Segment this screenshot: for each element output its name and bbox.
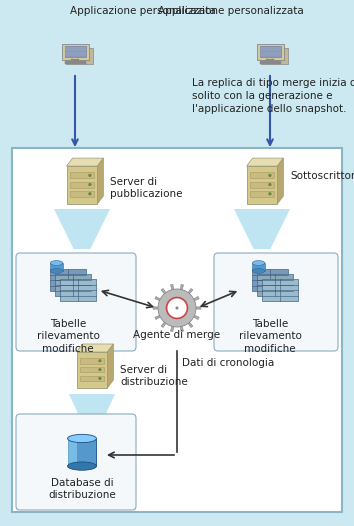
Bar: [62, 44, 88, 60]
Text: Tabelle
rilevamento
modifiche: Tabelle rilevamento modifiche: [36, 319, 99, 354]
Polygon shape: [234, 209, 290, 249]
Bar: [68, 439, 77, 466]
Bar: [250, 173, 274, 178]
Bar: [76, 352, 107, 388]
Polygon shape: [97, 158, 103, 204]
Circle shape: [269, 174, 271, 177]
Text: Tabelle
rilevamento
modifiche: Tabelle rilevamento modifiche: [239, 319, 302, 354]
Bar: [70, 191, 94, 197]
Polygon shape: [43, 311, 93, 346]
Circle shape: [88, 193, 91, 195]
Wedge shape: [155, 315, 161, 319]
Ellipse shape: [50, 260, 63, 266]
Circle shape: [88, 174, 91, 177]
Wedge shape: [161, 321, 166, 328]
Polygon shape: [67, 158, 103, 166]
Polygon shape: [261, 48, 287, 64]
Bar: [250, 181, 274, 188]
Circle shape: [99, 368, 101, 371]
Polygon shape: [54, 209, 110, 249]
Polygon shape: [245, 311, 295, 346]
Text: Agente di merge: Agente di merge: [133, 330, 221, 340]
Polygon shape: [278, 158, 284, 204]
Text: Sottoscrittore: Sottoscrittore: [290, 171, 354, 181]
Ellipse shape: [252, 260, 265, 266]
Circle shape: [158, 289, 196, 327]
Ellipse shape: [68, 434, 96, 443]
Ellipse shape: [252, 269, 265, 274]
Ellipse shape: [68, 462, 96, 470]
Text: La replica di tipo merge inizia di
solito con la generazione e
l'applicazione de: La replica di tipo merge inizia di solit…: [192, 78, 354, 114]
Bar: [257, 44, 284, 60]
Wedge shape: [180, 325, 184, 332]
Polygon shape: [247, 158, 284, 166]
Wedge shape: [161, 288, 166, 295]
Bar: [250, 191, 274, 197]
Bar: [80, 376, 104, 381]
Circle shape: [99, 360, 101, 362]
Bar: [67, 166, 97, 204]
Circle shape: [176, 307, 178, 309]
Wedge shape: [170, 325, 174, 332]
Bar: [12, 148, 342, 512]
Wedge shape: [188, 288, 193, 295]
Bar: [68, 439, 96, 466]
Polygon shape: [65, 48, 92, 64]
Wedge shape: [188, 321, 193, 328]
Wedge shape: [193, 315, 199, 319]
Wedge shape: [155, 297, 161, 301]
Bar: [70, 173, 94, 178]
Text: Dati di cronologia: Dati di cronologia: [182, 358, 274, 368]
Bar: [252, 269, 287, 291]
Text: Database di
distribuzione: Database di distribuzione: [48, 478, 116, 500]
Circle shape: [99, 377, 101, 380]
FancyBboxPatch shape: [214, 253, 338, 351]
FancyBboxPatch shape: [16, 253, 136, 351]
Bar: [61, 279, 96, 301]
Circle shape: [166, 298, 188, 318]
Bar: [259, 46, 280, 57]
Text: Applicazione personalizzata: Applicazione personalizzata: [158, 6, 304, 16]
Bar: [257, 274, 293, 296]
Polygon shape: [107, 344, 113, 388]
FancyBboxPatch shape: [16, 414, 136, 510]
Polygon shape: [76, 344, 113, 352]
Text: Server di
pubblicazione: Server di pubblicazione: [110, 177, 183, 199]
Bar: [80, 358, 104, 363]
Wedge shape: [180, 285, 184, 291]
Ellipse shape: [50, 269, 63, 274]
Bar: [70, 181, 94, 188]
Bar: [252, 263, 265, 271]
Bar: [55, 274, 91, 296]
Bar: [80, 367, 104, 372]
Bar: [50, 269, 86, 291]
Wedge shape: [153, 307, 159, 309]
Polygon shape: [69, 394, 115, 429]
Circle shape: [269, 184, 271, 186]
Wedge shape: [193, 297, 199, 301]
Circle shape: [269, 193, 271, 195]
Circle shape: [88, 184, 91, 186]
Text: Applicazione personalizzata: Applicazione personalizzata: [70, 6, 216, 16]
Wedge shape: [195, 307, 201, 309]
Bar: [50, 263, 63, 271]
Text: Server di
distribuzione: Server di distribuzione: [120, 365, 188, 387]
Bar: [262, 279, 298, 301]
Bar: [64, 46, 86, 57]
Bar: [247, 166, 278, 204]
Wedge shape: [170, 285, 174, 291]
